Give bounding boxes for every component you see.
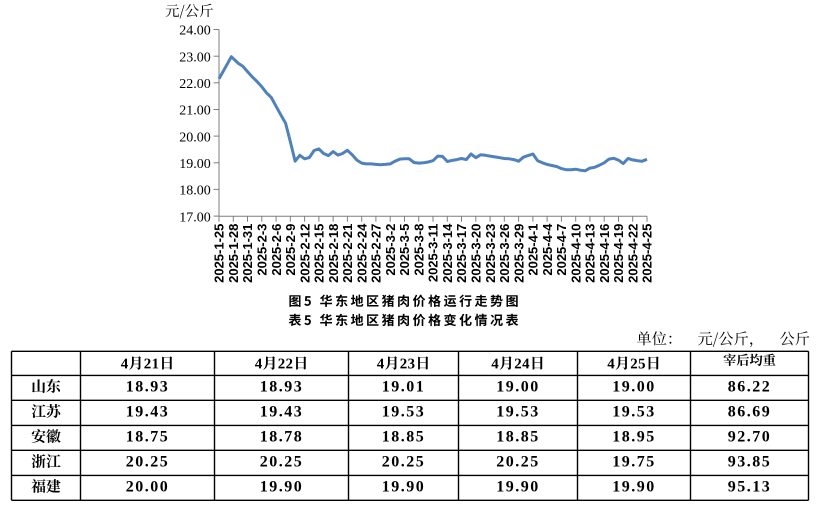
svg-text:24.00: 24.00 — [179, 24, 211, 39]
svg-text:2025-3-17: 2025-3-17 — [454, 224, 469, 283]
svg-text:20.25: 20.25 — [126, 454, 170, 471]
svg-text:2025-3-11: 2025-3-11 — [426, 224, 441, 283]
svg-text:17.00: 17.00 — [179, 210, 211, 225]
svg-text:2025-4-10: 2025-4-10 — [568, 224, 583, 283]
svg-text:18.75: 18.75 — [126, 429, 170, 446]
svg-text:86.22: 86.22 — [728, 379, 772, 396]
svg-text:19.90: 19.90 — [260, 479, 304, 496]
svg-text:2025-2-15: 2025-2-15 — [312, 224, 327, 283]
svg-text:2025-4-19: 2025-4-19 — [611, 224, 626, 283]
svg-text:2025-4-22: 2025-4-22 — [625, 224, 640, 283]
svg-text:21.00: 21.00 — [179, 104, 211, 119]
svg-text:2025-2-12: 2025-2-12 — [297, 224, 312, 283]
svg-text:18.93: 18.93 — [126, 379, 170, 396]
svg-text:20.00: 20.00 — [126, 479, 170, 496]
svg-text:19.00: 19.00 — [179, 157, 211, 172]
svg-text:19.43: 19.43 — [126, 404, 170, 421]
svg-text:19.90: 19.90 — [496, 479, 540, 496]
svg-text:19.90: 19.90 — [612, 479, 656, 496]
svg-text:2025-3-5: 2025-3-5 — [397, 224, 412, 276]
svg-text:86.69: 86.69 — [728, 404, 772, 421]
svg-text:2025-3-8: 2025-3-8 — [411, 224, 426, 276]
svg-text:19.53: 19.53 — [496, 404, 540, 421]
svg-text:20.25: 20.25 — [496, 454, 540, 471]
svg-text:95.13: 95.13 — [728, 479, 772, 496]
svg-text:18.95: 18.95 — [612, 429, 656, 446]
svg-text:2025-2-27: 2025-2-27 — [369, 224, 384, 283]
svg-text:18.00: 18.00 — [179, 184, 211, 199]
svg-text:2025-4-1: 2025-4-1 — [526, 224, 541, 276]
svg-text:20.00: 20.00 — [179, 130, 211, 145]
svg-text:2025-1-25: 2025-1-25 — [212, 224, 227, 283]
svg-text:2025-4-7: 2025-4-7 — [554, 224, 569, 276]
svg-text:2025-2-3: 2025-2-3 — [255, 224, 270, 276]
svg-text:19.00: 19.00 — [612, 379, 656, 396]
svg-text:2025-4-16: 2025-4-16 — [597, 224, 612, 283]
svg-text:18.85: 18.85 — [496, 429, 540, 446]
svg-text:2025-4-13: 2025-4-13 — [583, 224, 598, 283]
svg-text:2025-3-20: 2025-3-20 — [469, 224, 484, 283]
svg-text:2025-2-18: 2025-2-18 — [326, 224, 341, 283]
svg-text:18.85: 18.85 — [382, 429, 426, 446]
svg-text:93.85: 93.85 — [728, 454, 772, 471]
svg-text:2025-4-25: 2025-4-25 — [640, 224, 655, 283]
svg-text:19.53: 19.53 — [382, 404, 426, 421]
svg-text:2025-3-23: 2025-3-23 — [483, 224, 498, 283]
svg-text:18.93: 18.93 — [260, 379, 304, 396]
svg-text:19.43: 19.43 — [260, 404, 304, 421]
svg-text:2025-2-9: 2025-2-9 — [283, 224, 298, 276]
svg-text:19.53: 19.53 — [612, 404, 656, 421]
svg-text:20.25: 20.25 — [260, 454, 304, 471]
svg-text:2025-3-26: 2025-3-26 — [497, 224, 512, 283]
svg-text:2025-3-29: 2025-3-29 — [511, 224, 526, 283]
svg-text:92.70: 92.70 — [728, 429, 772, 446]
svg-text:19.01: 19.01 — [382, 379, 426, 396]
svg-text:2025-2-6: 2025-2-6 — [269, 224, 284, 276]
svg-text:2025-1-31: 2025-1-31 — [240, 224, 255, 283]
svg-text:2025-2-21: 2025-2-21 — [340, 224, 355, 283]
svg-text:18.78: 18.78 — [260, 429, 304, 446]
svg-text:2025-3-14: 2025-3-14 — [440, 223, 455, 283]
svg-text:20.25: 20.25 — [382, 454, 426, 471]
svg-text:2025-4-4: 2025-4-4 — [540, 223, 555, 276]
svg-text:2025-1-28: 2025-1-28 — [226, 224, 241, 283]
svg-text:2025-2-24: 2025-2-24 — [354, 223, 369, 283]
svg-text:2025-3-2: 2025-3-2 — [383, 224, 398, 276]
svg-text:23.00: 23.00 — [179, 50, 211, 65]
svg-text:19.00: 19.00 — [496, 379, 540, 396]
svg-text:19.75: 19.75 — [612, 454, 656, 471]
svg-text:19.90: 19.90 — [382, 479, 426, 496]
svg-text:22.00: 22.00 — [179, 77, 211, 92]
